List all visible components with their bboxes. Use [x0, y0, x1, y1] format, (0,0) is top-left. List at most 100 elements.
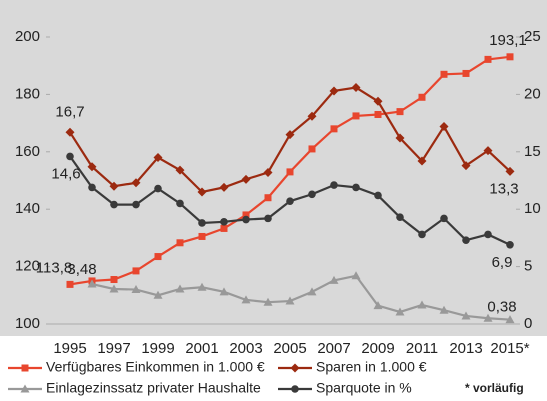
x-tick-label: 2003	[229, 340, 262, 357]
data-point	[418, 230, 426, 239]
data-point	[132, 267, 140, 275]
data-point	[285, 130, 295, 140]
data-point	[176, 199, 184, 208]
y-tick-label: 200	[15, 28, 40, 45]
data-point	[461, 161, 471, 171]
y2-tick-label: 25	[524, 28, 541, 45]
data-point	[132, 200, 140, 209]
y2-tick-label: 10	[524, 200, 541, 217]
y2-tick-label: 5	[524, 258, 532, 275]
x-tick-label: 1997	[97, 340, 130, 357]
y-tick-label: 140	[15, 200, 40, 217]
data-point	[219, 287, 229, 296]
x-tick-label: 1995	[53, 340, 86, 357]
data-point	[505, 315, 515, 324]
data-point	[483, 146, 493, 156]
data-point	[109, 284, 119, 293]
legend-label: Einlagezinssatz privater Haushalte	[46, 380, 261, 396]
y-tick-label: 120	[15, 258, 40, 275]
data-point	[87, 279, 97, 288]
data-point	[417, 156, 427, 166]
data-point	[307, 111, 317, 121]
data-point	[197, 187, 207, 197]
data-point	[505, 166, 515, 176]
data-point	[351, 271, 361, 280]
legend-label: Sparquote in %	[316, 380, 412, 396]
data-point	[241, 295, 251, 304]
data-point	[154, 253, 162, 261]
legend-marker	[290, 363, 300, 373]
data-point	[66, 280, 74, 288]
legend-marker	[20, 384, 30, 393]
data-point	[352, 112, 360, 120]
x-tick-label: 2007	[317, 340, 350, 357]
data-point	[175, 284, 185, 293]
value-label: 193,1	[489, 32, 527, 49]
series-line	[91, 274, 511, 321]
data-point	[88, 183, 96, 192]
y2-tick-label: 0	[524, 315, 532, 332]
data-point	[109, 181, 119, 191]
data-point	[264, 214, 272, 223]
x-tick-label: 2001	[185, 340, 218, 357]
data-point	[330, 125, 338, 133]
value-label: 14,6	[51, 165, 80, 182]
data-point	[175, 165, 185, 175]
data-point	[417, 300, 427, 309]
data-point	[396, 213, 404, 222]
data-point	[439, 305, 449, 314]
data-point	[308, 190, 316, 199]
data-point	[153, 290, 163, 299]
data-point	[440, 70, 448, 78]
data-point	[396, 108, 404, 116]
data-point	[110, 200, 118, 209]
y-tick-label: 180	[15, 85, 40, 102]
data-point	[286, 197, 294, 205]
data-point	[241, 174, 251, 184]
x-tick-label: 2013	[449, 340, 482, 357]
data-point	[264, 194, 272, 202]
data-point	[395, 307, 405, 316]
y2-tick-label: 15	[524, 143, 541, 160]
data-point	[373, 301, 383, 310]
data-point	[484, 230, 492, 239]
data-point	[220, 218, 228, 226]
y-tick-label: 160	[15, 143, 40, 160]
value-label: 0,38	[487, 299, 516, 316]
data-point	[506, 240, 514, 249]
data-point	[131, 285, 141, 294]
data-point	[220, 224, 228, 232]
x-tick-label: 2015*	[490, 340, 529, 357]
data-point	[329, 275, 339, 284]
data-point	[351, 83, 361, 93]
data-point	[285, 296, 295, 305]
value-label: 6,9	[492, 254, 513, 271]
data-point	[506, 53, 514, 61]
data-point	[153, 153, 163, 163]
data-point	[65, 127, 75, 137]
data-point	[197, 282, 207, 291]
legend-label: Sparen in 1.000 €	[316, 359, 427, 375]
data-point	[439, 122, 449, 132]
data-point	[286, 168, 294, 176]
data-point	[352, 183, 360, 192]
data-point	[483, 313, 493, 322]
y2-tick-label: 20	[524, 85, 541, 102]
data-point	[374, 110, 382, 118]
data-point	[330, 181, 338, 189]
data-point	[242, 215, 250, 224]
data-point	[329, 86, 339, 96]
annotation: * vorläufig	[465, 381, 524, 395]
data-point	[263, 167, 273, 177]
x-tick-label: 2011	[406, 340, 438, 357]
data-point	[198, 219, 206, 227]
legend-marker	[21, 364, 29, 372]
data-point	[219, 182, 229, 192]
data-point	[110, 276, 118, 284]
data-point	[395, 133, 405, 143]
y-tick-label: 100	[15, 315, 40, 332]
legend-marker	[291, 385, 299, 393]
data-point	[131, 178, 141, 188]
data-point	[263, 297, 273, 306]
